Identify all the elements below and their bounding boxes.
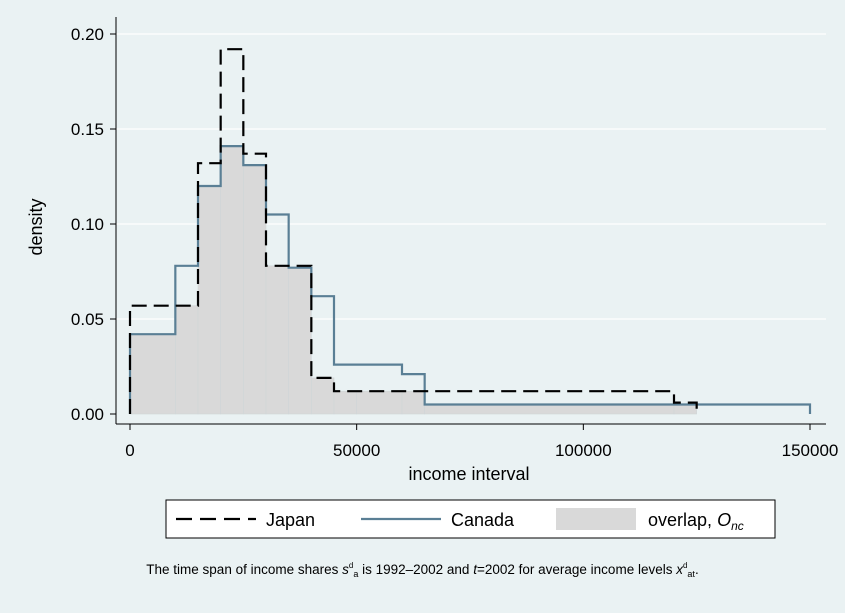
legend-overlap-text: overlap, (648, 510, 712, 530)
overlap-bar (220, 145, 244, 415)
caption-text-3: =2002 for average income levels (476, 562, 677, 577)
overlap-bar (265, 265, 289, 415)
caption-var-s: s (342, 562, 349, 577)
y-tick-label: 0.05 (71, 310, 104, 329)
legend-box (165, 499, 776, 539)
overlap-bar (129, 333, 176, 415)
caption-x-sub: at (687, 569, 695, 579)
overlap-bar (333, 390, 357, 415)
x-axis: 0 50000 100000 150000 (125, 424, 838, 460)
y-axis: 0.00 0.05 0.10 0.15 0.20 (71, 25, 116, 424)
x-tick-label: 100000 (555, 441, 612, 460)
legend-japan-label: Japan (266, 510, 315, 530)
legend: Japan Canada overlap, Onc (165, 499, 776, 539)
overlap-bar (197, 185, 221, 415)
chart-caption: The time span of income shares sda is 19… (0, 561, 845, 579)
y-tick-label: 0.00 (71, 405, 104, 424)
legend-canada-label: Canada (451, 510, 515, 530)
legend-overlap-label: overlap, Onc (648, 510, 744, 533)
x-tick-label: 50000 (333, 441, 380, 460)
caption-s-sub: a (353, 569, 359, 579)
caption-text-1: The time span of income shares (146, 562, 343, 577)
overlap-bar (288, 267, 312, 415)
caption-text-4: . (694, 562, 699, 577)
overlap-bar (311, 377, 335, 415)
overlap-bar (243, 164, 267, 415)
legend-overlap-symbol: O (717, 510, 731, 530)
overlap-bar (401, 390, 425, 415)
x-tick-label: 150000 (782, 441, 839, 460)
caption-x-sup: d (682, 561, 688, 570)
caption-var-x: x (676, 562, 683, 577)
overlap-bar (673, 404, 697, 415)
caption-var-t: t (473, 562, 477, 577)
caption-s-sup: d (348, 561, 354, 570)
legend-overlap-subscript: nc (731, 519, 744, 533)
x-tick-label: 0 (125, 441, 134, 460)
series-japan-line (128, 48, 698, 414)
overlap-bar (175, 305, 199, 415)
y-axis-title: density (26, 198, 46, 255)
y-tick-label: 0.20 (71, 25, 104, 44)
y-tick-label: 0.15 (71, 120, 104, 139)
y-tick-label: 0.10 (71, 215, 104, 234)
legend-overlap-swatch (556, 508, 636, 530)
caption-text-2: is 1992–2002 and (358, 562, 474, 577)
overlap-bar (424, 404, 675, 415)
overlap-bar (356, 390, 403, 415)
series-lines (128, 48, 812, 414)
x-axis-title: income interval (408, 464, 529, 484)
